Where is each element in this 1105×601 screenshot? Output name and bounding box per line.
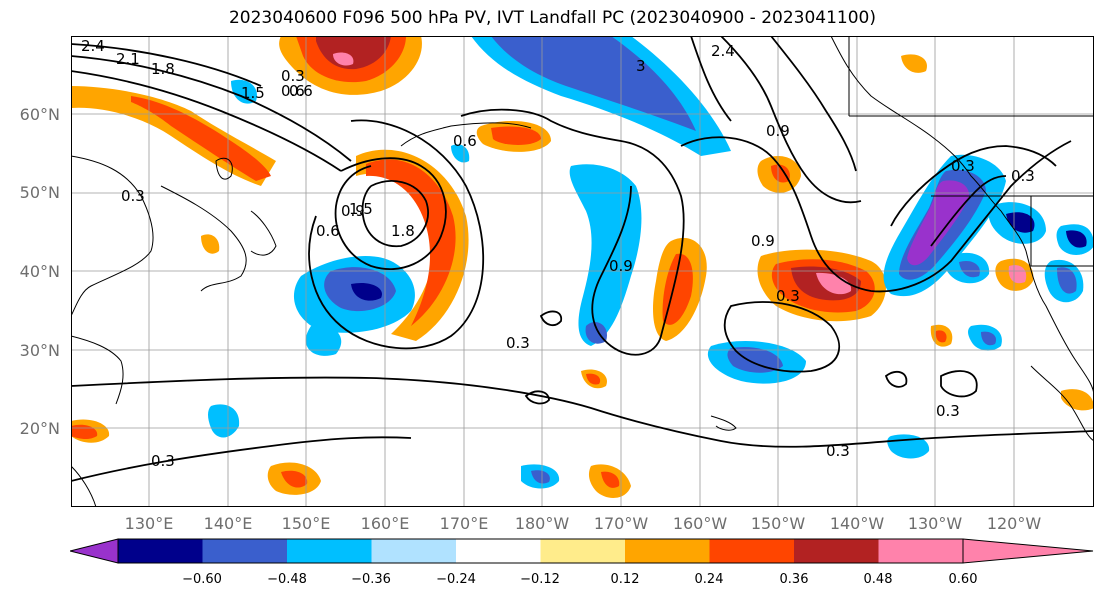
contour-label: 0.9 bbox=[766, 122, 790, 140]
lon-label-150w: 150°W bbox=[750, 514, 806, 533]
contour-label: 2.4 bbox=[81, 37, 105, 55]
lat-label-60n: 60°N bbox=[19, 105, 60, 124]
colorbar-tick: −0.36 bbox=[351, 572, 391, 587]
colorbar-tick: 0.48 bbox=[863, 572, 893, 587]
lon-label-150e: 150°E bbox=[281, 514, 331, 533]
contour-label: 0.6 bbox=[281, 82, 305, 100]
map-frame bbox=[71, 36, 1094, 507]
lon-label-140w: 140°W bbox=[829, 514, 885, 533]
contour-label: 3 bbox=[636, 57, 646, 75]
colorbar bbox=[70, 538, 1094, 564]
contour-label: 0.3 bbox=[151, 452, 175, 470]
lon-label-170w: 170°W bbox=[593, 514, 649, 533]
colorbar-frame bbox=[117, 538, 964, 564]
lon-label-170e: 170°E bbox=[439, 514, 489, 533]
contour-label: 0.3 bbox=[121, 187, 145, 205]
lon-label-130w: 130°W bbox=[907, 514, 963, 533]
colorbar-segment bbox=[118, 539, 203, 563]
colorbar-tick: 0.60 bbox=[948, 572, 978, 587]
contour-label: 0.6 bbox=[289, 82, 313, 100]
contour-label: 1.8 bbox=[151, 60, 175, 78]
coastlines bbox=[71, 36, 1094, 507]
colorbar-segment bbox=[794, 539, 879, 563]
contour-label: 1.5 bbox=[349, 200, 373, 218]
lat-label-40n: 40°N bbox=[19, 262, 60, 281]
contour-label: 1.8 bbox=[391, 222, 415, 240]
contour-label: 0.3 bbox=[776, 287, 800, 305]
contour-labels: 2.4 2.1 1.8 1.5 0.6 0.3 0.3 0.3 0.3 0.6 … bbox=[81, 37, 1035, 470]
contour-label: 1.5 bbox=[241, 84, 265, 102]
colorbar-segment bbox=[709, 539, 794, 563]
colorbar-segment bbox=[202, 539, 287, 563]
colorbar-tick: 0.36 bbox=[779, 572, 809, 587]
contour-label: 0.6 bbox=[316, 222, 340, 240]
lat-label-50n: 50°N bbox=[19, 183, 60, 202]
lon-label-160w: 160°W bbox=[672, 514, 728, 533]
colorbar-tick: 0.12 bbox=[610, 572, 640, 587]
contour-label: 0.9 bbox=[751, 232, 775, 250]
lon-label-180w: 180°W bbox=[514, 514, 570, 533]
contour-label: 0.3 bbox=[936, 402, 960, 420]
colorbar-max-extend bbox=[962, 538, 1094, 564]
lon-label-120w: 120°W bbox=[986, 514, 1042, 533]
lat-label-30n: 30°N bbox=[19, 341, 60, 360]
lon-label-140e: 140°E bbox=[203, 514, 253, 533]
contour-label: 0.9 bbox=[341, 202, 365, 220]
colorbar-tick: −0.48 bbox=[267, 572, 307, 587]
plot-title: 2023040600 F096 500 hPa PV, IVT Landfall… bbox=[228, 8, 876, 28]
contour-label: 2.1 bbox=[116, 50, 140, 68]
contour-label: 0.3 bbox=[1011, 167, 1035, 185]
lon-label-160e: 160°E bbox=[360, 514, 410, 533]
colorbar-tick: 0.24 bbox=[694, 572, 724, 587]
colorbar-segment bbox=[540, 539, 625, 563]
colorbar-segment bbox=[878, 539, 963, 563]
contour-label: 0.9 bbox=[609, 257, 633, 275]
map-panel: 2.4 2.1 1.8 1.5 0.6 0.3 0.3 0.3 0.3 0.6 … bbox=[71, 36, 1094, 507]
colorbar-tick: −0.12 bbox=[520, 572, 560, 587]
contour-label: 0.3 bbox=[506, 334, 530, 352]
contour-label: 0.6 bbox=[453, 132, 477, 150]
contour-label: 0.3 bbox=[951, 157, 975, 175]
pv-contours bbox=[71, 36, 1094, 482]
contour-label: 0.3 bbox=[281, 67, 305, 85]
colorbar-segment bbox=[287, 539, 372, 563]
colorbar-segment bbox=[371, 539, 456, 563]
colorbar-segment bbox=[456, 539, 541, 563]
colorbar-min-extend bbox=[70, 538, 119, 564]
colorbar-tick: −0.24 bbox=[436, 572, 476, 587]
colorbar-segment bbox=[625, 539, 710, 563]
lat-label-20n: 20°N bbox=[19, 419, 60, 438]
contour-label: 2.4 bbox=[711, 42, 735, 60]
contour-label: 0.3 bbox=[826, 442, 850, 460]
colorbar-tick: −0.60 bbox=[182, 572, 222, 587]
lon-label-130e: 130°E bbox=[124, 514, 174, 533]
